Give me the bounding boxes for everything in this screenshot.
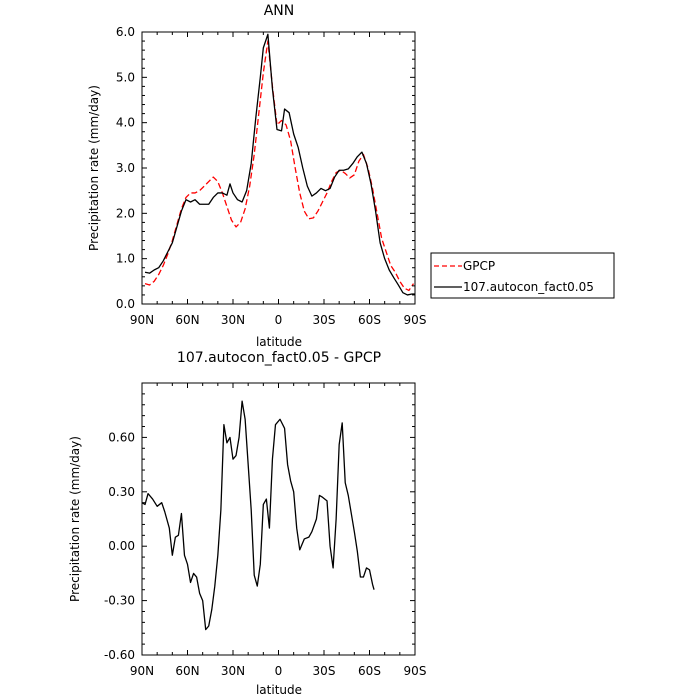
difference-panel: 107.autocon_fact0.05 - GPCP 90N 60N 30N 0 30… [68,350,426,697]
y-axis-label: Precipitation rate (mm/day) [68,436,82,602]
series-line-gpcp [144,40,415,292]
x-tick-label: 90S [404,664,427,678]
legend-label-gpcp: GPCP [463,259,495,273]
y-tick-label: 0.00 [108,539,135,553]
x-tick-label: 90N [130,664,154,678]
y-axis-label: Precipitation rate (mm/day) [87,85,101,251]
y-tick-label: 0.60 [108,430,135,444]
x-tick-label: 60S [358,664,381,678]
x-tick-label: 90N [130,313,154,327]
y-tick-label: 4.0 [116,116,135,130]
y-tick-label: 3.0 [116,161,135,175]
x-tick-label: 60N [175,664,199,678]
y-tick-label: 0.0 [116,297,135,311]
x-tick-label: 0 [275,313,283,327]
x-tick-label: 60N [175,313,199,327]
y-tick-label: -0.60 [104,648,135,662]
panel-title: ANN [264,3,295,19]
legend-box [430,252,615,299]
y-tick-label: -0.30 [104,594,135,608]
x-tick-label: 0 [275,664,283,678]
series-line-107-autocon-fact0-05 [144,33,415,296]
legend: GPCP 107.autocon_fact0.05 [430,252,615,299]
y-tick-label: 1.0 [116,252,135,266]
y-tick-label: 2.0 [116,206,135,220]
x-tick-label: 30N [221,313,245,327]
x-tick-label: 60S [358,313,381,327]
x-axis-label: latitude [256,683,302,697]
difference-line [141,400,375,631]
x-tick-label: 30S [313,664,336,678]
zonal-mean-panel: ANN 90N 60N 30N 0 30S 60S 90S 0.0 1.0 2.0 3.0 4.0 5.… [87,3,615,349]
panel-title: 107.autocon_fact0.05 - GPCP [177,350,381,366]
y-tick-label: 0.30 [108,485,135,499]
x-axis-label: latitude [256,335,302,349]
plot-frame [141,31,416,305]
y-tick-label: 6.0 [116,25,135,39]
legend-label-model: 107.autocon_fact0.05 [463,280,594,294]
plot-frame [141,382,416,656]
x-tick-label: 30N [221,664,245,678]
x-tick-label: 30S [313,313,336,327]
x-tick-label: 90S [404,313,427,327]
y-tick-label: 5.0 [116,70,135,84]
